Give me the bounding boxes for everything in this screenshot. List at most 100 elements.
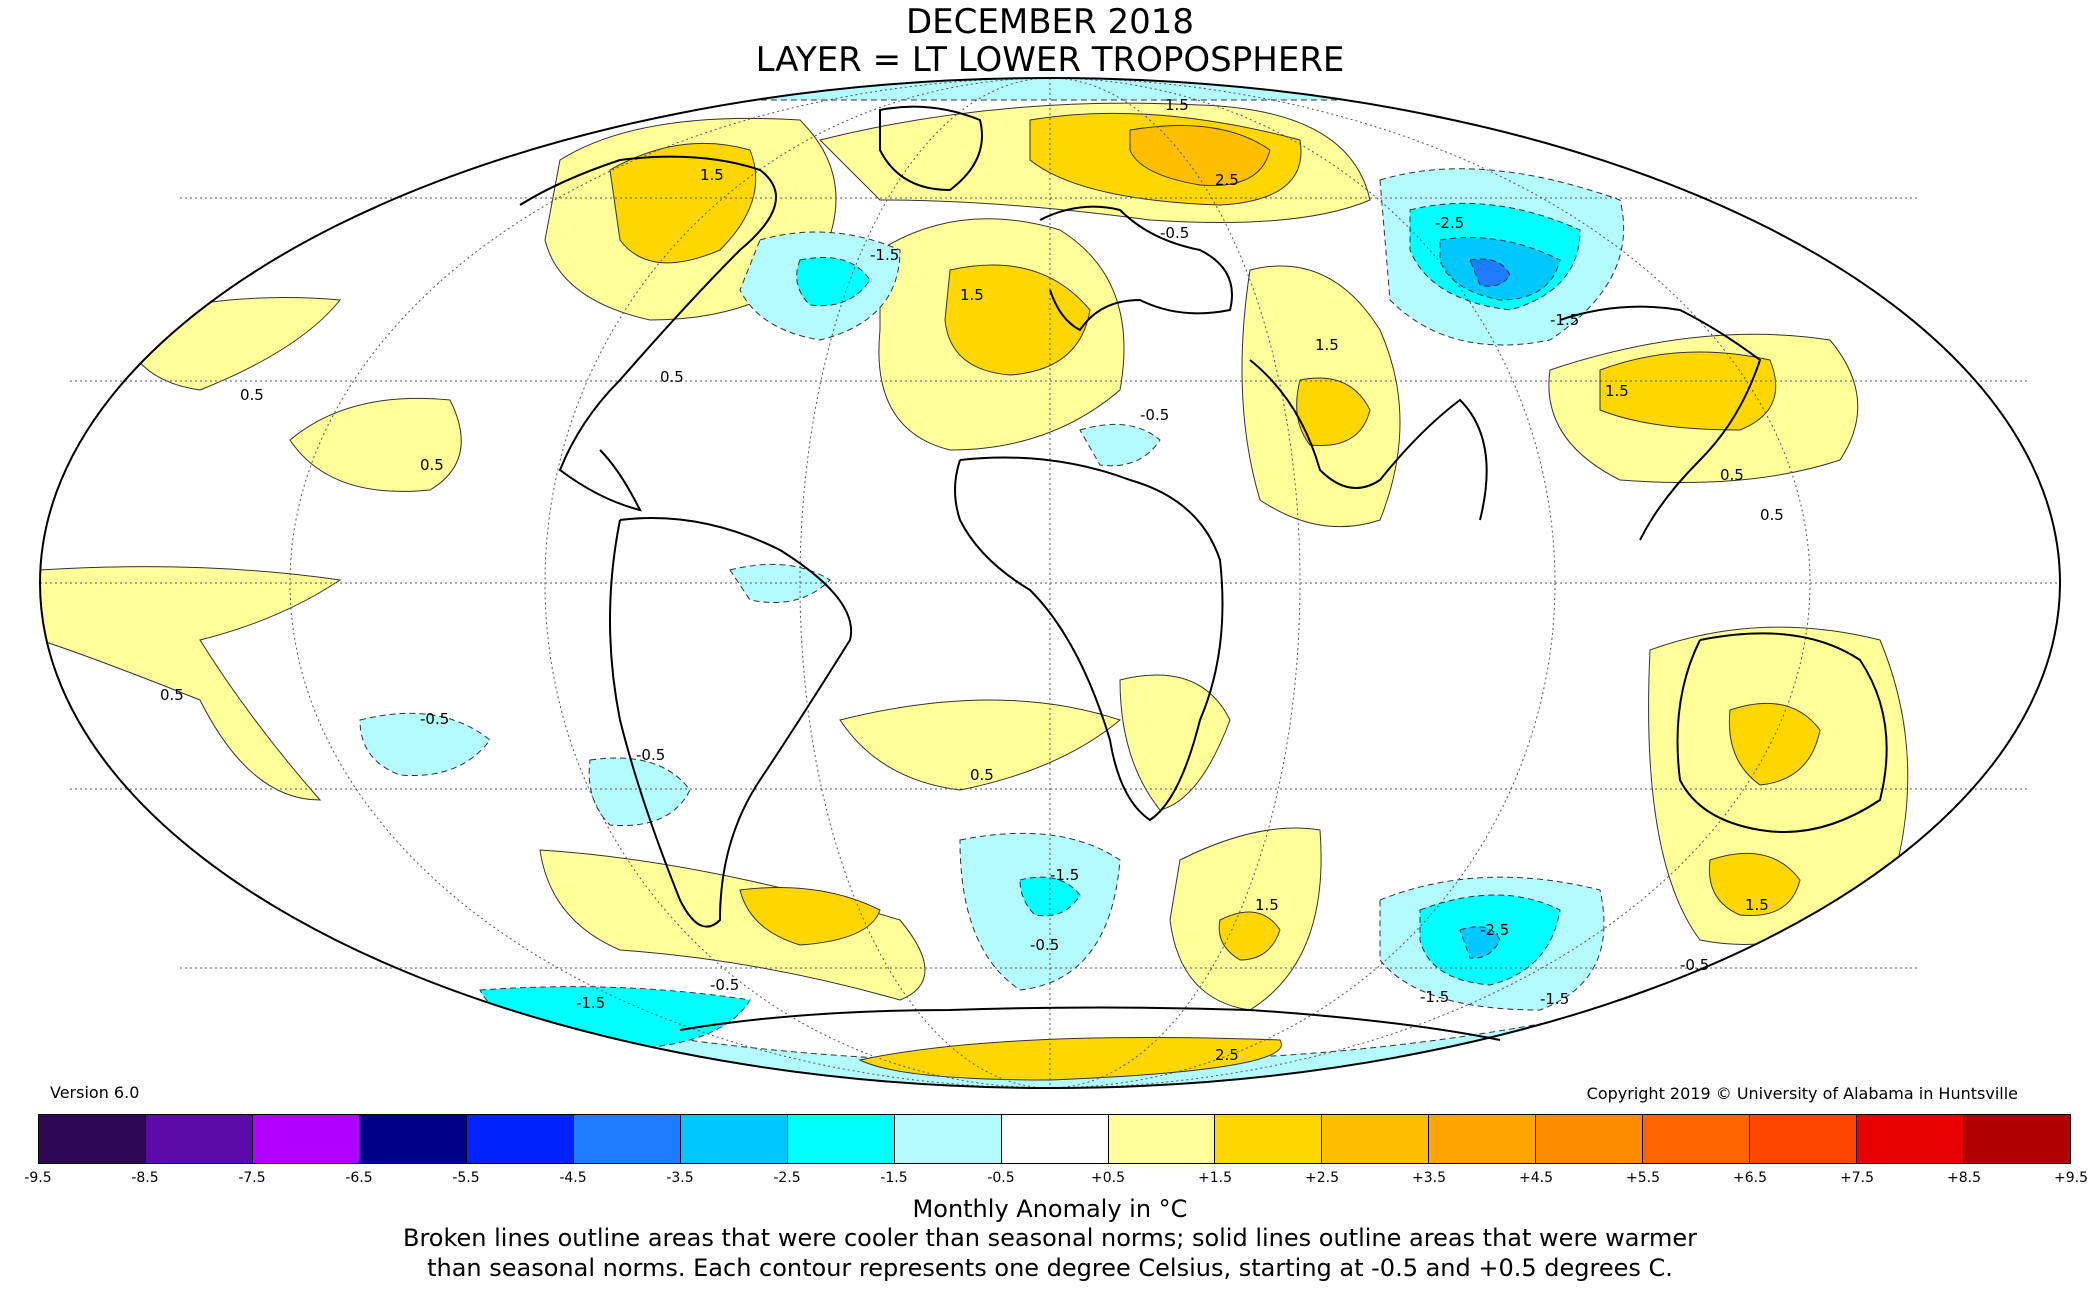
color-scale-tick-label: -7.5 xyxy=(238,1170,266,1186)
color-scale-tick-label: -8.5 xyxy=(131,1170,159,1186)
color-scale-segment xyxy=(787,1115,895,1163)
coast-south-america xyxy=(609,517,853,928)
meridian-30 xyxy=(799,77,1301,1089)
contour-label: 2.5 xyxy=(1215,171,1239,189)
color-scale-tick-label: -9.5 xyxy=(24,1170,52,1186)
contour-label: 0.5 xyxy=(970,766,994,784)
contour-label: -1.5 xyxy=(1540,990,1569,1008)
color-scale-segment xyxy=(466,1115,574,1163)
version-label: Version 6.0 xyxy=(50,1083,140,1102)
color-scale-segment xyxy=(1001,1115,1109,1163)
coast-europe xyxy=(1039,205,1233,332)
coast-antarctica xyxy=(679,1006,1501,1041)
color-scale-segment xyxy=(1643,1115,1751,1163)
color-scale-segment xyxy=(252,1115,360,1163)
australia-warm-core-north xyxy=(1728,702,1821,786)
color-scale-ticks: -9.5 -8.5 -7.5 -6.5 -5.5 -4.5 -3.5 -2.5 -1.5 -0.5… xyxy=(24,1170,2088,1190)
contour-label: -0.5 xyxy=(1030,936,1059,954)
color-scale-segment xyxy=(1215,1115,1323,1163)
coastlines xyxy=(519,105,1888,1041)
north-atlantic-cool-core xyxy=(796,257,871,307)
contour-label: 0.5 xyxy=(660,368,684,386)
coast-greenland xyxy=(879,105,983,192)
color-scale-tick-label: -6.5 xyxy=(345,1170,373,1186)
sahara-cool-region xyxy=(1079,423,1161,467)
contour-label: 2.5 xyxy=(1215,1046,1239,1064)
pacific-warm-region xyxy=(40,566,342,801)
color-scale-segment xyxy=(359,1115,467,1163)
contour-label: 1.5 xyxy=(960,286,984,304)
contour-label: 1.5 xyxy=(1605,382,1629,400)
contour-label: -0.5 xyxy=(1140,406,1169,424)
contour-label: 0.5 xyxy=(1760,506,1784,524)
units-label: Monthly Anomaly in °C xyxy=(912,1195,1188,1223)
contour-label: 0.5 xyxy=(240,386,264,404)
canada-warm-core xyxy=(609,142,757,264)
coast-arabia-india xyxy=(1249,359,1488,521)
contour-label: 0.5 xyxy=(1720,466,1744,484)
map-border xyxy=(39,77,2061,1089)
color-scale-tick-label: +6.5 xyxy=(1733,1170,1767,1186)
contour-label: 1.5 xyxy=(1255,896,1279,914)
color-scale-segment xyxy=(894,1115,1002,1163)
subtropical-pacific-warm-region xyxy=(289,397,462,492)
contour-label: -1.5 xyxy=(1050,866,1079,884)
contour-label: 0.5 xyxy=(160,686,184,704)
color-scale-segment xyxy=(573,1115,681,1163)
contour-label: -1.5 xyxy=(870,246,899,264)
contour-label: -1.5 xyxy=(1550,311,1579,329)
southern-ocean-cool-core-2 xyxy=(1459,926,1501,959)
color-scale-segment xyxy=(1857,1115,1965,1163)
north-africa-warm-core xyxy=(944,264,1091,376)
antarctica-warm-region xyxy=(858,1037,1282,1081)
color-scale-tick-label: +0.5 xyxy=(1091,1170,1125,1186)
contour-label: 1.5 xyxy=(700,166,724,184)
color-scale-tick-label: +7.5 xyxy=(1840,1170,1874,1186)
south-atlantic-mid-warm-region xyxy=(839,699,1122,791)
color-scale-tick-label: +2.5 xyxy=(1305,1170,1339,1186)
contour-label: -0.5 xyxy=(420,710,449,728)
contour-label: -1.5 xyxy=(576,994,605,1012)
south-atlantic-cool-core xyxy=(1019,876,1081,917)
color-scale-tick-label: -0.5 xyxy=(987,1170,1015,1186)
color-scale-tick-label: +8.5 xyxy=(1947,1170,1981,1186)
color-scale-tick-label: -3.5 xyxy=(666,1170,694,1186)
color-scale-tick-label: -2.5 xyxy=(773,1170,801,1186)
china-warm-core xyxy=(1599,351,1777,431)
color-scale-tick-label: +3.5 xyxy=(1412,1170,1446,1186)
south-pacific-cool-region xyxy=(359,712,491,777)
contour-label: -0.5 xyxy=(710,976,739,994)
coast-north-america xyxy=(519,155,777,512)
legend-note-line2: than seasonal norms. Each contour repres… xyxy=(427,1254,1673,1282)
color-scale-segment xyxy=(1322,1115,1430,1163)
contour-label: 1.5 xyxy=(1745,896,1769,914)
legend-note-line1: Broken lines outline areas that were coo… xyxy=(403,1224,1697,1252)
coast-australia xyxy=(1676,632,1888,833)
color-scale-tick-label: -5.5 xyxy=(452,1170,480,1186)
copyright-label: Copyright 2019 © University of Alabama i… xyxy=(1586,1084,2018,1103)
color-scale-tick-label: -4.5 xyxy=(559,1170,587,1186)
color-scale-segment xyxy=(1536,1115,1644,1163)
color-scale-segment xyxy=(1964,1115,2071,1163)
color-scale-bar xyxy=(38,1114,2071,1164)
contour-label: 1.5 xyxy=(1165,96,1189,114)
russia-warm-core xyxy=(1129,125,1271,187)
south-africa-warm-region xyxy=(1119,674,1231,811)
coast-africa xyxy=(954,456,1224,822)
color-scale-segment xyxy=(145,1115,253,1163)
coast-east-asia xyxy=(1559,305,1762,541)
south-indian-warm-core xyxy=(1218,911,1281,961)
color-scale-segment xyxy=(1429,1115,1537,1163)
contour-label: -0.5 xyxy=(1160,224,1189,242)
contour-label: -2.5 xyxy=(1480,921,1509,939)
siberia-cool-core-3 xyxy=(1469,258,1511,287)
color-scale-tick-label: +9.5 xyxy=(2054,1170,2088,1186)
australia-warm-core-south xyxy=(1708,852,1801,917)
color-scale-segment xyxy=(680,1115,788,1163)
color-scale-segment xyxy=(39,1115,146,1163)
meridian-60 xyxy=(544,77,1556,1089)
color-scale-tick-label: +1.5 xyxy=(1198,1170,1232,1186)
contour-label: -1.5 xyxy=(1420,988,1449,1006)
contour-label: 1.5 xyxy=(1315,336,1339,354)
